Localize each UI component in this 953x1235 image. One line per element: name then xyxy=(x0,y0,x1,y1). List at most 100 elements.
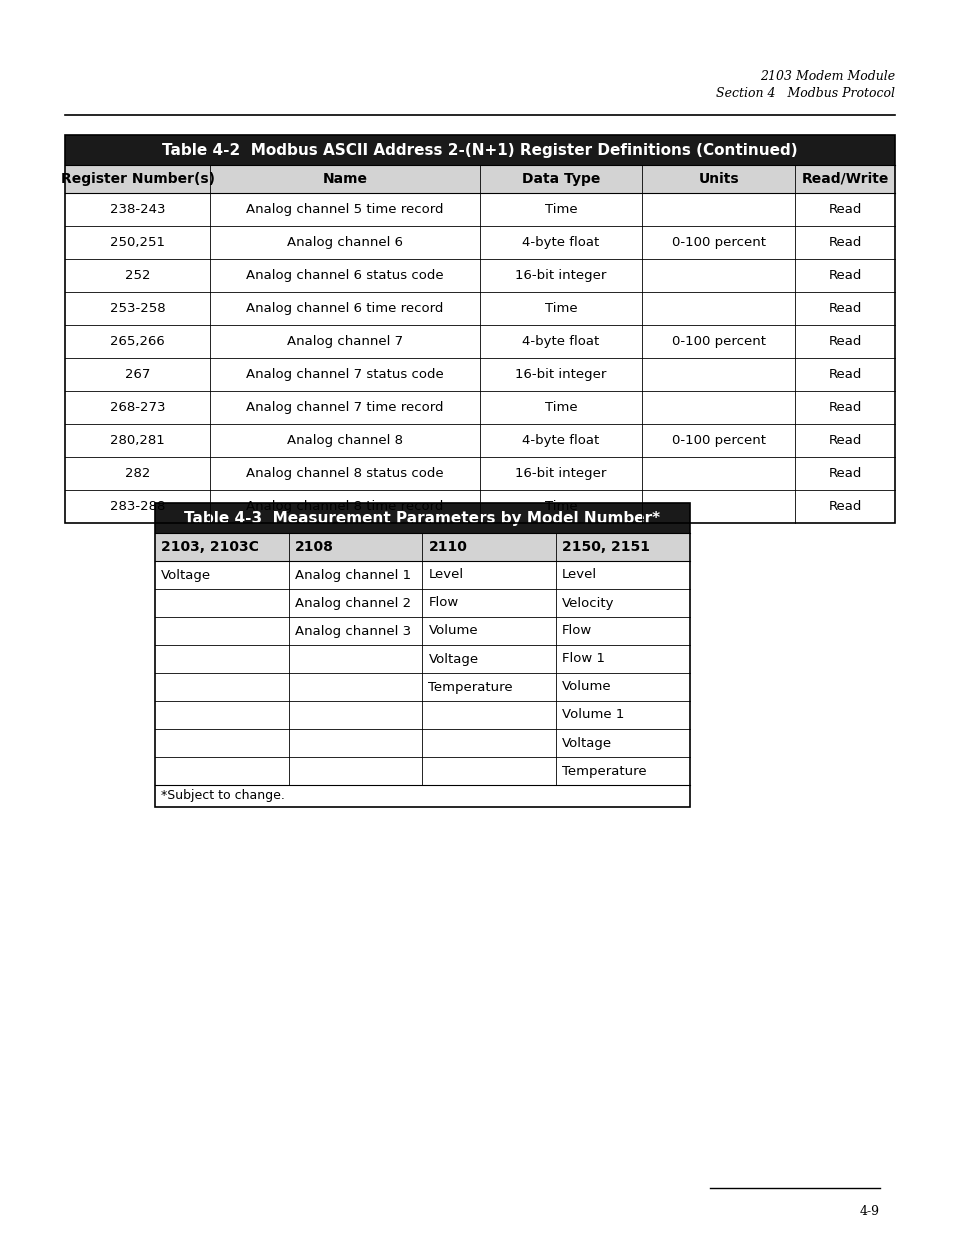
Text: 238-243: 238-243 xyxy=(110,203,165,216)
Bar xyxy=(154,785,689,806)
Text: *Subject to change.: *Subject to change. xyxy=(161,789,285,803)
Bar xyxy=(154,589,689,618)
Text: Section 4   Modbus Protocol: Section 4 Modbus Protocol xyxy=(716,86,894,100)
Text: 16-bit integer: 16-bit integer xyxy=(515,467,606,480)
Text: Time: Time xyxy=(544,500,577,513)
Bar xyxy=(154,503,689,806)
Text: 252: 252 xyxy=(125,269,151,282)
Text: Read: Read xyxy=(827,433,861,447)
Bar xyxy=(65,135,894,522)
Text: Register Number(s): Register Number(s) xyxy=(61,172,214,186)
Text: Read: Read xyxy=(827,269,861,282)
Bar xyxy=(65,325,894,358)
Text: Flow 1: Flow 1 xyxy=(561,652,604,666)
Bar xyxy=(65,259,894,291)
Text: Read/Write: Read/Write xyxy=(801,172,888,186)
Text: Read: Read xyxy=(827,236,861,249)
Text: 250,251: 250,251 xyxy=(110,236,165,249)
Text: Table 4-3  Measurement Parameters by Model Number*: Table 4-3 Measurement Parameters by Mode… xyxy=(184,510,659,526)
Text: Analog channel 7: Analog channel 7 xyxy=(287,335,403,348)
Text: Data Type: Data Type xyxy=(521,172,599,186)
Text: Level: Level xyxy=(561,568,597,582)
Text: Volume: Volume xyxy=(428,625,477,637)
Bar xyxy=(154,503,689,534)
Text: Flow: Flow xyxy=(561,625,592,637)
Text: 2150, 2151: 2150, 2151 xyxy=(561,540,650,555)
Text: 283-288: 283-288 xyxy=(110,500,165,513)
Bar xyxy=(154,618,689,645)
Text: Units: Units xyxy=(698,172,739,186)
Bar xyxy=(65,226,894,259)
Text: Flow: Flow xyxy=(428,597,458,610)
Text: 0-100 percent: 0-100 percent xyxy=(671,236,765,249)
Text: Analog channel 8: Analog channel 8 xyxy=(287,433,403,447)
Text: Analog channel 8 time record: Analog channel 8 time record xyxy=(246,500,443,513)
Text: Time: Time xyxy=(544,401,577,414)
Text: Volume 1: Volume 1 xyxy=(561,709,624,721)
Text: Analog channel 3: Analog channel 3 xyxy=(294,625,411,637)
Text: 267: 267 xyxy=(125,368,151,382)
Text: 265,266: 265,266 xyxy=(111,335,165,348)
Text: 16-bit integer: 16-bit integer xyxy=(515,269,606,282)
Text: 253-258: 253-258 xyxy=(110,303,165,315)
Text: Time: Time xyxy=(544,303,577,315)
Text: Velocity: Velocity xyxy=(561,597,614,610)
Text: Read: Read xyxy=(827,335,861,348)
Text: Name: Name xyxy=(322,172,367,186)
Text: 2108: 2108 xyxy=(294,540,334,555)
Text: 2103 Modem Module: 2103 Modem Module xyxy=(760,70,894,83)
Text: Read: Read xyxy=(827,500,861,513)
Bar xyxy=(154,673,689,701)
Bar xyxy=(65,165,894,193)
Text: Read: Read xyxy=(827,401,861,414)
Text: Analog channel 7 time record: Analog channel 7 time record xyxy=(246,401,443,414)
Text: Volume: Volume xyxy=(561,680,611,694)
Text: Analog channel 1: Analog channel 1 xyxy=(294,568,411,582)
Text: 0-100 percent: 0-100 percent xyxy=(671,433,765,447)
Bar xyxy=(154,645,689,673)
Bar xyxy=(65,291,894,325)
Bar xyxy=(154,729,689,757)
Text: Read: Read xyxy=(827,203,861,216)
Text: Read: Read xyxy=(827,467,861,480)
Text: Level: Level xyxy=(428,568,463,582)
Text: Voltage: Voltage xyxy=(428,652,478,666)
Text: Analog channel 6 time record: Analog channel 6 time record xyxy=(246,303,443,315)
Bar xyxy=(154,561,689,589)
Text: 16-bit integer: 16-bit integer xyxy=(515,368,606,382)
Bar xyxy=(65,135,894,165)
Text: Voltage: Voltage xyxy=(561,736,612,750)
Text: Analog channel 7 status code: Analog channel 7 status code xyxy=(246,368,443,382)
Bar xyxy=(65,358,894,391)
Bar xyxy=(154,534,689,561)
Text: Voltage: Voltage xyxy=(161,568,211,582)
Text: Temperature: Temperature xyxy=(561,764,646,778)
Bar xyxy=(154,757,689,785)
Bar xyxy=(65,490,894,522)
Text: 4-byte float: 4-byte float xyxy=(521,335,598,348)
Text: 4-9: 4-9 xyxy=(859,1205,879,1218)
Text: 268-273: 268-273 xyxy=(110,401,165,414)
Text: Read: Read xyxy=(827,368,861,382)
Text: Read: Read xyxy=(827,303,861,315)
Text: 2103, 2103C: 2103, 2103C xyxy=(161,540,258,555)
Text: Analog channel 6 status code: Analog channel 6 status code xyxy=(246,269,443,282)
Text: 282: 282 xyxy=(125,467,151,480)
Bar xyxy=(65,193,894,226)
Text: Analog channel 8 status code: Analog channel 8 status code xyxy=(246,467,443,480)
Text: 2110: 2110 xyxy=(428,540,467,555)
Text: Table 4-2  Modbus ASCII Address 2-(N+1) Register Definitions (Continued): Table 4-2 Modbus ASCII Address 2-(N+1) R… xyxy=(162,142,797,158)
Text: 280,281: 280,281 xyxy=(111,433,165,447)
Text: 4-byte float: 4-byte float xyxy=(521,433,598,447)
Text: 4-byte float: 4-byte float xyxy=(521,236,598,249)
Text: Time: Time xyxy=(544,203,577,216)
Text: Temperature: Temperature xyxy=(428,680,513,694)
Text: Analog channel 6: Analog channel 6 xyxy=(287,236,403,249)
Bar xyxy=(65,424,894,457)
Bar xyxy=(154,701,689,729)
Bar xyxy=(65,391,894,424)
Text: Analog channel 5 time record: Analog channel 5 time record xyxy=(246,203,443,216)
Bar xyxy=(65,457,894,490)
Text: Analog channel 2: Analog channel 2 xyxy=(294,597,411,610)
Text: 0-100 percent: 0-100 percent xyxy=(671,335,765,348)
